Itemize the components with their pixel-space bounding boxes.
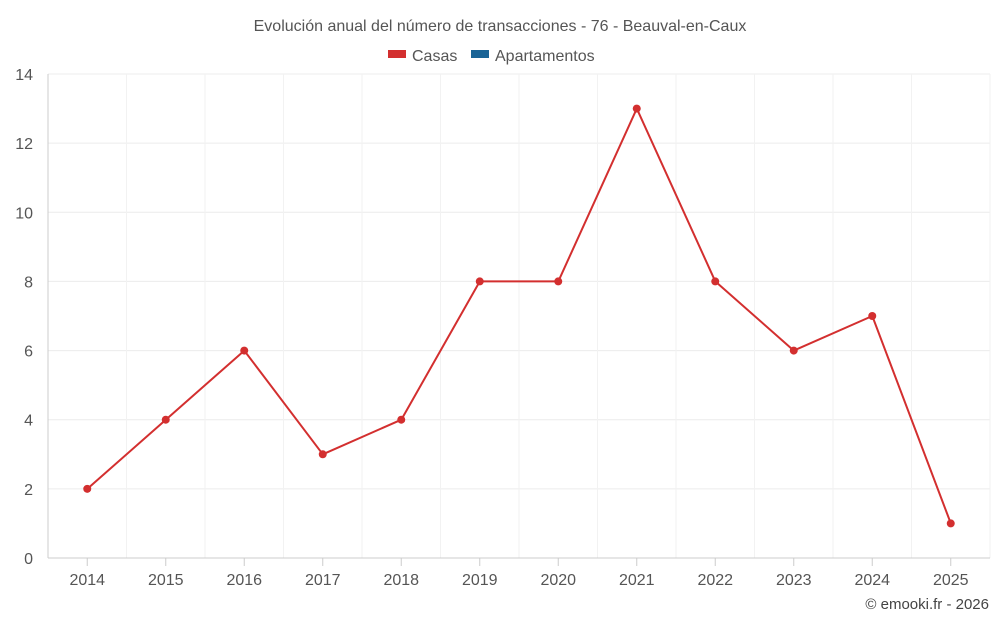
data-point-casas-2020[interactable] [554, 277, 563, 286]
legend-swatch-apartamentos [471, 50, 489, 58]
data-point-casas-2024[interactable] [868, 312, 877, 320]
y-tick-label: 4 [24, 413, 33, 430]
y-tick-label: 0 [24, 551, 33, 568]
legend-label-apartamentos: Apartamentos [495, 48, 595, 65]
axes [47, 74, 990, 559]
x-tick-label: 2019 [462, 572, 498, 589]
data-point-casas-2017[interactable] [318, 450, 327, 459]
legend-label-casas: Casas [412, 48, 457, 65]
y-tick-label: 8 [24, 274, 33, 291]
x-tick-label: 2016 [226, 572, 262, 589]
series-layer [83, 104, 955, 528]
y-axis-ticks: 0 2 4 6 8 10 12 14 [15, 67, 33, 568]
x-axis-ticks: 2014 2015 2016 2017 2018 2019 2020 2021 2022 2023… [69, 558, 969, 589]
x-tick-label: 2020 [540, 572, 576, 589]
data-point-casas-2021[interactable] [632, 104, 641, 113]
y-tick-label: 10 [15, 205, 33, 222]
y-tick-label: 14 [15, 67, 33, 84]
y-tick-label: 2 [24, 482, 33, 499]
x-grid [47, 74, 991, 558]
data-point-casas-2016[interactable] [240, 346, 249, 355]
x-tick-label: 2021 [619, 572, 655, 589]
data-point-casas-2025[interactable] [946, 519, 955, 528]
data-point-casas-2023[interactable] [789, 346, 798, 355]
x-tick-label: 2015 [148, 572, 184, 589]
chart-title: Evolución anual del número de transaccio… [254, 18, 747, 35]
y-tick-label: 6 [24, 344, 33, 361]
x-tick-label: 2017 [305, 572, 341, 589]
x-tick-label: 2014 [69, 572, 105, 589]
y-tick-label: 12 [15, 136, 33, 153]
legend-item-casas[interactable]: Casas [388, 48, 457, 65]
x-tick-label: 2024 [854, 572, 890, 589]
legend-swatch-casas [388, 50, 406, 58]
legend: Casas Apartamentos [388, 48, 595, 65]
x-tick-label: 2022 [697, 572, 733, 589]
x-tick-label: 2018 [383, 572, 419, 589]
series-line-casas [86, 107, 952, 524]
x-tick-label: 2025 [933, 572, 969, 589]
data-point-casas-2019[interactable] [475, 277, 484, 286]
data-point-casas-2015[interactable] [161, 415, 170, 424]
data-point-casas-2022[interactable] [711, 277, 720, 286]
credit-text: © emooki.fr - 2026 [865, 596, 989, 613]
data-point-casas-2018[interactable] [397, 415, 406, 424]
x-tick-label: 2023 [776, 572, 812, 589]
legend-item-apartamentos[interactable]: Apartamentos [471, 48, 595, 65]
data-point-casas-2014[interactable] [83, 484, 92, 493]
